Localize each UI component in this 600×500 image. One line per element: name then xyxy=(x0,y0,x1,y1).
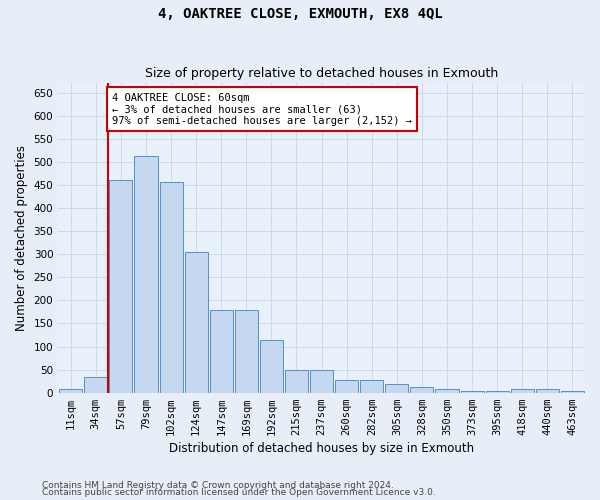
Bar xyxy=(436,388,458,392)
Bar xyxy=(209,310,233,392)
Bar xyxy=(536,390,559,392)
Text: Contains public sector information licensed under the Open Government Licence v3: Contains public sector information licen… xyxy=(42,488,436,497)
Bar xyxy=(385,384,409,392)
Bar xyxy=(285,370,308,392)
Bar xyxy=(59,390,82,392)
Text: Contains HM Land Registry data © Crown copyright and database right 2024.: Contains HM Land Registry data © Crown c… xyxy=(42,480,394,490)
Bar xyxy=(485,391,509,392)
Bar xyxy=(561,391,584,392)
Bar xyxy=(360,380,383,392)
Title: Size of property relative to detached houses in Exmouth: Size of property relative to detached ho… xyxy=(145,66,498,80)
Bar xyxy=(410,386,433,392)
Y-axis label: Number of detached properties: Number of detached properties xyxy=(15,145,28,331)
Bar xyxy=(335,380,358,392)
X-axis label: Distribution of detached houses by size in Exmouth: Distribution of detached houses by size … xyxy=(169,442,474,455)
Bar xyxy=(134,156,158,392)
Text: 4 OAKTREE CLOSE: 60sqm
← 3% of detached houses are smaller (63)
97% of semi-deta: 4 OAKTREE CLOSE: 60sqm ← 3% of detached … xyxy=(112,92,412,126)
Bar xyxy=(461,391,484,392)
Bar xyxy=(185,252,208,392)
Bar xyxy=(160,182,182,392)
Bar xyxy=(511,390,534,392)
Bar xyxy=(310,370,333,392)
Bar xyxy=(235,310,258,392)
Bar xyxy=(84,376,107,392)
Bar xyxy=(109,180,133,392)
Text: 4, OAKTREE CLOSE, EXMOUTH, EX8 4QL: 4, OAKTREE CLOSE, EXMOUTH, EX8 4QL xyxy=(158,8,442,22)
Bar xyxy=(260,340,283,392)
